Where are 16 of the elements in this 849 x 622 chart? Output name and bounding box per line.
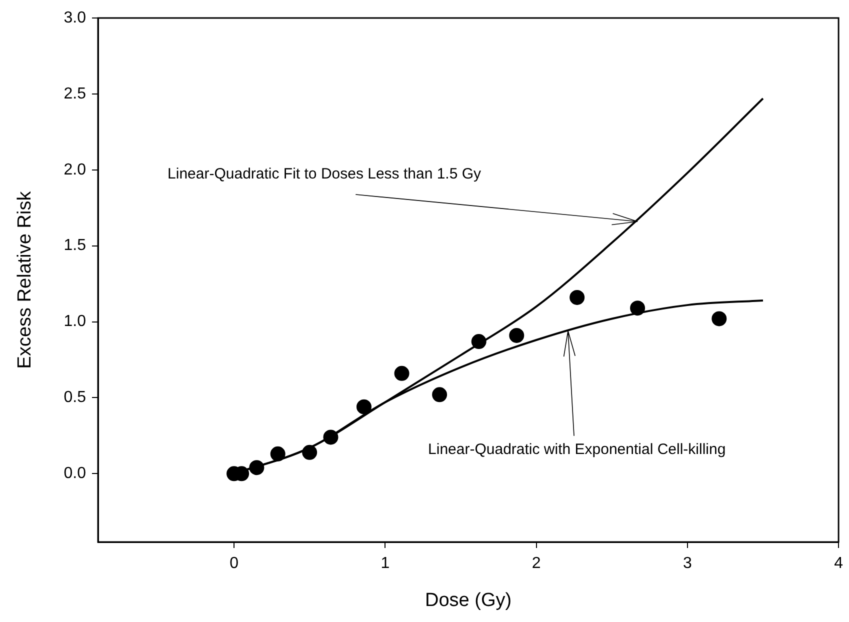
y-tick-label: 3.0 xyxy=(64,9,86,26)
x-tick-label: 1 xyxy=(380,555,390,572)
y-tick-label: 2.5 xyxy=(64,85,86,102)
x-tick-label: 4 xyxy=(834,555,844,572)
y-tick-label: 2.0 xyxy=(64,161,86,178)
x-tick-label: 0 xyxy=(230,555,239,572)
y-tick-label: 1.5 xyxy=(64,237,86,254)
x-axis-title: Dose (Gy) xyxy=(424,590,512,611)
annotation: Linear-Quadratic with Exponential Cell-killing xyxy=(428,441,726,458)
y-tick-label: 0.5 xyxy=(64,389,86,406)
y-tick-label: 1.0 xyxy=(64,313,86,330)
y-axis-title: Excess Relative Risk xyxy=(14,190,36,369)
x-tick-label: 3 xyxy=(682,555,692,572)
annotation: Linear-Quadratic Fit to Doses Less than 1.5 Gy xyxy=(168,166,482,183)
x-tick-label: 2 xyxy=(532,555,541,572)
y-tick-label: 0.0 xyxy=(64,465,86,482)
